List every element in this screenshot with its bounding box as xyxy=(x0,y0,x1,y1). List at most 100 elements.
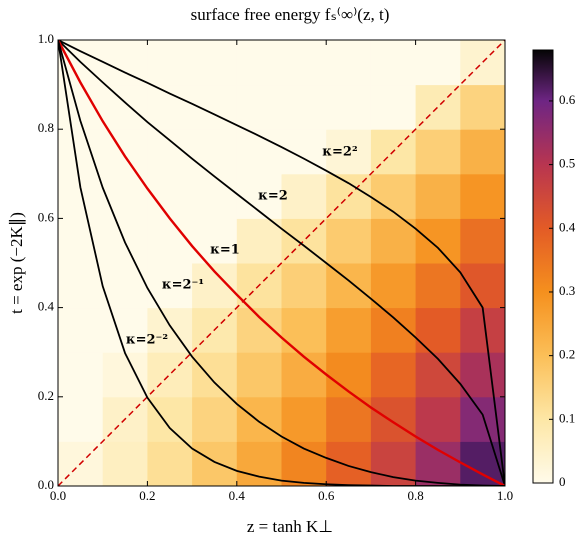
heatmap-cell xyxy=(460,173,505,219)
heatmap-cell xyxy=(460,129,505,175)
kappa-curve xyxy=(58,40,505,486)
heatmap-cell xyxy=(58,396,104,442)
curve-label: κ=2 xyxy=(258,189,288,204)
heatmap-cell xyxy=(192,396,238,442)
heatmap-cell xyxy=(460,307,505,353)
kappa-curve xyxy=(58,40,505,486)
heatmap-cell xyxy=(415,441,461,486)
heatmap-cell xyxy=(281,263,327,309)
heatmap-cell xyxy=(58,352,104,398)
heatmap-cell xyxy=(326,396,372,442)
heatmap-cell xyxy=(370,352,417,398)
heatmap-cell xyxy=(370,40,417,86)
heatmap-cell xyxy=(192,129,238,175)
heatmap-cell xyxy=(326,84,372,130)
heatmap-cell xyxy=(58,173,104,219)
heatmap-cell xyxy=(102,40,148,86)
heatmap-cell xyxy=(326,129,372,175)
x-tick-label: 0.6 xyxy=(318,488,335,503)
heatmap-cell xyxy=(415,173,461,219)
curve-label: κ=2⁻² xyxy=(126,333,168,348)
heatmap-cell xyxy=(147,173,193,219)
colorbar-tick-label: 0.6 xyxy=(559,92,576,107)
heatmap-cell xyxy=(147,352,193,398)
heatmap-cell xyxy=(102,307,148,353)
heatmap-cell xyxy=(326,307,372,353)
heatmap-cell xyxy=(102,352,148,398)
heatmap xyxy=(58,40,505,486)
heatmap-cell xyxy=(460,352,505,398)
heatmap-cell xyxy=(102,263,148,309)
heatmap-cell xyxy=(236,84,282,130)
x-tick-label: 0.0 xyxy=(50,488,66,503)
heatmap-cell xyxy=(326,40,372,86)
kappa-curve xyxy=(58,40,505,486)
heatmap-cell xyxy=(236,396,282,442)
heatmap-cell xyxy=(192,352,238,398)
y-tick-label: 0.8 xyxy=(38,120,54,135)
heatmap-cell xyxy=(370,396,417,442)
heatmap-cell xyxy=(281,40,327,86)
heatmap-cell xyxy=(147,396,193,442)
heatmap-cell xyxy=(281,307,327,353)
heatmap-cell xyxy=(58,307,104,353)
y-axis-label: t = exp (−2K∥) xyxy=(7,212,26,314)
heatmap-cell xyxy=(147,307,193,353)
heatmap-cell xyxy=(192,40,238,86)
heatmap-cell xyxy=(460,84,505,130)
x-tick-label: 0.2 xyxy=(139,488,155,503)
curve-label: κ=2² xyxy=(322,145,357,160)
heatmap-cell xyxy=(236,218,282,264)
heatmap-cell xyxy=(281,173,327,219)
heatmap-cell xyxy=(370,307,417,353)
heatmap-cell xyxy=(326,441,372,486)
heatmap-cell xyxy=(102,129,148,175)
heatmap-cell xyxy=(415,129,461,175)
heatmap-cell xyxy=(415,218,461,264)
heatmap-cell xyxy=(102,441,148,486)
heatmap-cell xyxy=(460,263,505,309)
heatmap-cell xyxy=(415,396,461,442)
curve-label: κ=1 xyxy=(210,243,240,258)
heatmap-cell xyxy=(326,352,372,398)
heatmap-cell xyxy=(147,40,193,86)
heatmap-cell xyxy=(415,307,461,353)
heatmap-cell xyxy=(370,218,417,264)
x-tick-label: 1.0 xyxy=(497,488,513,503)
colorbar xyxy=(532,49,554,484)
y-tick-label: 0.2 xyxy=(38,388,54,403)
y-tick-label: 0.4 xyxy=(38,299,55,314)
heatmap-cell xyxy=(370,441,417,486)
chart-title: surface free energy fₛ⁽∞⁾(z, t) xyxy=(191,5,390,24)
colorbar-tick-label: 0.4 xyxy=(559,219,576,234)
heatmap-cell xyxy=(281,352,327,398)
y-tick-label: 0.0 xyxy=(38,477,54,492)
diagonal-line xyxy=(58,40,505,486)
heatmap-cell xyxy=(147,441,193,486)
heatmap-cell xyxy=(102,173,148,219)
x-tick-label: 0.8 xyxy=(407,488,423,503)
heatmap-cell xyxy=(281,396,327,442)
heatmap-cell xyxy=(147,129,193,175)
heatmap-cell xyxy=(281,84,327,130)
x-tick-label: 0.4 xyxy=(229,488,246,503)
colorbar-tick-label: 0.2 xyxy=(559,347,575,362)
heatmap-cell xyxy=(326,263,372,309)
colorbar-tick-label: 0.3 xyxy=(559,283,575,298)
heatmap-cell xyxy=(415,40,461,86)
heatmap-cell xyxy=(370,263,417,309)
heatmap-cell xyxy=(192,173,238,219)
curve-label: κ=2⁻¹ xyxy=(162,278,204,293)
heatmap-cell xyxy=(415,263,461,309)
heatmap-cell xyxy=(192,441,238,486)
colorbar-tick-label: 0.1 xyxy=(559,410,575,425)
heatmap-cell xyxy=(281,218,327,264)
heatmap-cell xyxy=(236,40,282,86)
y-tick-label: 0.6 xyxy=(38,209,55,224)
curves xyxy=(58,40,505,486)
colorbar-tick-label: 0.5 xyxy=(559,156,575,171)
kappa-curve xyxy=(58,40,505,486)
colorbar-tick-label: 0 xyxy=(559,474,566,489)
heatmap-cell xyxy=(236,352,282,398)
